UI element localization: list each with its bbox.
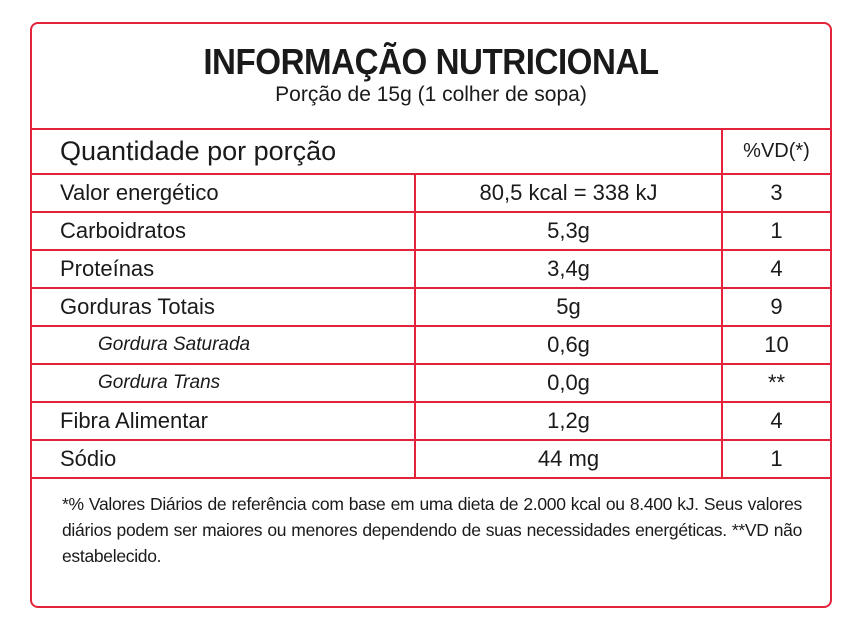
table-row: Valor energético 80,5 kcal = 338 kJ 3 bbox=[32, 173, 830, 213]
table-row: Gordura Saturada 0,6g 10 bbox=[32, 325, 830, 365]
subtitle: Porção de 15g (1 colher de sopa) bbox=[275, 83, 587, 106]
table-row: Gordura Trans 0,0g ** bbox=[32, 363, 830, 403]
table-row: Fibra Alimentar 1,2g 4 bbox=[32, 401, 830, 441]
daily-value: 9 bbox=[721, 287, 830, 327]
table-row: Proteínas 3,4g 4 bbox=[32, 249, 830, 289]
nutrient-name: Gordura Saturada bbox=[32, 325, 416, 365]
daily-value: 1 bbox=[721, 211, 830, 251]
table-row: Gorduras Totais 5g 9 bbox=[32, 287, 830, 327]
title: INFORMAÇÃO NUTRICIONAL bbox=[203, 41, 659, 82]
daily-value: 4 bbox=[721, 401, 830, 441]
nutrient-name: Proteínas bbox=[32, 249, 416, 289]
nutrition-label: INFORMAÇÃO NUTRICIONAL Porção de 15g (1 … bbox=[30, 22, 832, 608]
daily-value: 4 bbox=[721, 249, 830, 289]
daily-value: 10 bbox=[721, 325, 830, 365]
nutrient-name: Sódio bbox=[32, 439, 416, 479]
amount: 3,4g bbox=[413, 249, 724, 289]
table-body: Quantidade por porção %VD(*) Valor energ… bbox=[32, 130, 830, 479]
header-cell: %VD(*) bbox=[721, 130, 830, 175]
nutrient-name: Carboidratos bbox=[32, 211, 416, 251]
daily-value: ** bbox=[721, 363, 830, 403]
daily-value: 1 bbox=[721, 439, 830, 479]
nutrition-table: Quantidade por porção %VD(*) Valor energ… bbox=[32, 130, 830, 479]
label-header: INFORMAÇÃO NUTRICIONAL Porção de 15g (1 … bbox=[32, 24, 830, 130]
table-row: Carboidratos 5,3g 1 bbox=[32, 211, 830, 251]
header-row: Quantidade por porção %VD(*) bbox=[32, 130, 830, 175]
table-row: Sódio 44 mg 1 bbox=[32, 439, 830, 479]
amount: 5g bbox=[413, 287, 724, 327]
amount: 1,2g bbox=[413, 401, 724, 441]
nutrient-name: Gorduras Totais bbox=[32, 287, 416, 327]
daily-value: 3 bbox=[721, 173, 830, 213]
amount: 44 mg bbox=[413, 439, 724, 479]
amount: 0,6g bbox=[413, 325, 724, 365]
amount: 0,0g bbox=[413, 363, 724, 403]
nutrient-name: Gordura Trans bbox=[32, 363, 416, 403]
nutrient-name: Valor energético bbox=[32, 173, 416, 213]
amount: 5,3g bbox=[413, 211, 724, 251]
header-cell: Quantidade por porção bbox=[32, 130, 724, 175]
amount: 80,5 kcal = 338 kJ bbox=[413, 173, 724, 213]
footnote: *% Valores Diários de referência com bas… bbox=[62, 494, 802, 566]
nutrient-name: Fibra Alimentar bbox=[32, 401, 416, 441]
